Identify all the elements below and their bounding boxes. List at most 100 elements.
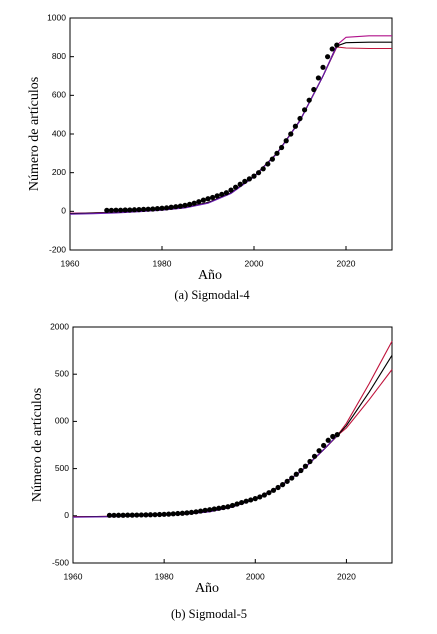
y-tick-label: 200 xyxy=(52,167,66,177)
data-point xyxy=(228,187,234,193)
y-tick-label: 1000 xyxy=(47,12,66,22)
data-point xyxy=(106,512,113,518)
fit-line xyxy=(69,35,392,214)
data-point xyxy=(311,453,318,459)
data-point xyxy=(207,507,213,513)
caption: (b) Sigmodal-5 xyxy=(171,607,247,621)
data-point xyxy=(168,204,174,210)
data-point xyxy=(188,509,195,516)
data-point xyxy=(122,207,128,213)
data-point xyxy=(289,475,295,481)
data-point xyxy=(154,206,160,212)
data-point xyxy=(334,432,340,438)
data-point xyxy=(315,75,321,81)
plot-frame xyxy=(72,326,393,564)
data-point xyxy=(193,509,199,515)
data-point xyxy=(237,181,243,187)
data-point xyxy=(233,184,239,190)
data-point xyxy=(219,191,225,197)
y-tick-label: -500 xyxy=(52,557,69,567)
data-point xyxy=(136,206,142,213)
data-point xyxy=(252,496,258,502)
data-point xyxy=(164,205,170,211)
data-point xyxy=(284,478,290,484)
data-point xyxy=(134,512,140,518)
data-point xyxy=(334,42,340,48)
data-point xyxy=(223,190,229,196)
data-point xyxy=(120,512,126,518)
data-point xyxy=(198,508,204,514)
x-tick-label: 1960 xyxy=(61,258,80,268)
data-point xyxy=(298,467,304,474)
data-point xyxy=(147,512,154,518)
data-point xyxy=(170,511,176,517)
data-point xyxy=(293,471,299,477)
plot-frame xyxy=(69,17,393,251)
y-tick-label: 500 xyxy=(55,368,69,378)
data-point xyxy=(200,197,206,203)
x-tick-label: 2020 xyxy=(337,258,356,268)
data-point xyxy=(225,504,231,510)
y-tick-label: 600 xyxy=(52,90,66,100)
data-point xyxy=(111,512,117,518)
fit-line xyxy=(69,45,338,215)
data-point xyxy=(156,511,163,518)
data-point xyxy=(184,510,190,516)
data-point xyxy=(274,150,280,156)
data-point xyxy=(152,512,158,518)
data-point xyxy=(307,458,313,465)
data-point xyxy=(325,437,331,443)
fit-line xyxy=(72,355,393,518)
data-point xyxy=(211,506,217,512)
data-point xyxy=(127,207,133,213)
data-point xyxy=(145,206,151,212)
x-tick-label: 1960 xyxy=(64,571,83,581)
data-point xyxy=(129,512,135,518)
data-point xyxy=(115,512,122,518)
data-point xyxy=(138,512,144,518)
data-point xyxy=(325,54,331,60)
data-point xyxy=(270,487,277,493)
data-point xyxy=(302,463,309,469)
data-point xyxy=(187,201,193,207)
data-point xyxy=(257,494,263,500)
data-point xyxy=(141,206,147,212)
data-point xyxy=(256,170,262,176)
data-point xyxy=(108,207,114,213)
data-point xyxy=(166,511,172,517)
data-point xyxy=(283,138,289,144)
data-point xyxy=(269,156,275,162)
data-point xyxy=(175,510,181,517)
y-tick-label: 0 xyxy=(61,206,66,216)
data-point xyxy=(260,166,266,172)
data-point xyxy=(131,207,137,213)
data-point xyxy=(191,200,197,206)
x-tick-label: 2020 xyxy=(337,571,356,581)
data-point xyxy=(302,107,308,113)
data-point xyxy=(202,507,208,513)
x-tick-label: 2000 xyxy=(246,571,265,581)
data-point xyxy=(118,207,124,213)
fit-line xyxy=(72,369,393,518)
y-tick-label: 2000 xyxy=(50,321,69,331)
data-point xyxy=(234,501,240,507)
data-point xyxy=(243,498,249,504)
data-point xyxy=(329,46,335,52)
y-tick-label: 0 xyxy=(64,510,69,520)
data-point xyxy=(311,86,317,93)
y-tick-label: 000 xyxy=(55,416,69,426)
data-point xyxy=(182,202,188,208)
data-point xyxy=(321,442,327,449)
data-point xyxy=(113,207,119,213)
data-point xyxy=(205,196,211,202)
data-point xyxy=(177,203,183,209)
data-point xyxy=(251,173,257,179)
data-point xyxy=(279,144,285,151)
data-point xyxy=(104,207,110,213)
data-point xyxy=(173,204,179,210)
data-point xyxy=(159,205,165,211)
data-point xyxy=(179,510,185,516)
data-point xyxy=(297,115,303,122)
data-point xyxy=(306,97,312,103)
